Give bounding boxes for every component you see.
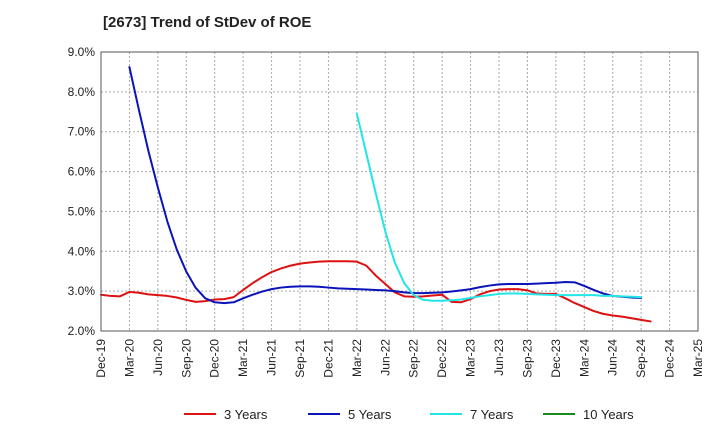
x-tick-label: Mar-23: [464, 339, 478, 377]
x-tick-label: Dec-24: [663, 339, 677, 378]
y-tick-label: 7.0%: [68, 125, 96, 139]
x-tick-label: Sep-22: [407, 339, 421, 378]
series-line-5-years: [128, 66, 643, 305]
y-tick-label: 6.0%: [68, 165, 96, 179]
legend-label-7-years: 7 Years: [470, 407, 514, 422]
x-tick-label: Mar-20: [122, 339, 136, 377]
chart-title: [2673] Trend of StDev of ROE: [103, 14, 312, 31]
y-tick-label: 9.0%: [68, 45, 96, 59]
y-tick-label: 4.0%: [68, 244, 96, 258]
x-tick-label: Dec-22: [435, 339, 449, 378]
x-tick-label: Dec-23: [549, 339, 563, 378]
plot-area: [101, 52, 698, 331]
x-tick-label: Jun-20: [151, 339, 165, 376]
y-tick-label: 2.0%: [68, 324, 96, 338]
x-tick-label: Sep-23: [520, 339, 534, 378]
y-tick-label: 5.0%: [68, 204, 96, 218]
x-tick-label: Sep-21: [293, 339, 307, 378]
x-tick-label: Mar-24: [577, 339, 591, 377]
y-tick-label: 3.0%: [68, 284, 96, 298]
legend-label-10-years: 10 Years: [583, 407, 634, 422]
legend-label-5-years: 5 Years: [348, 407, 392, 422]
legend-label-3-years: 3 Years: [224, 407, 268, 422]
x-tick-label: Mar-25: [691, 339, 705, 377]
x-tick-label: Dec-20: [208, 339, 222, 378]
x-tick-label: Jun-21: [265, 339, 279, 376]
x-tick-label: Jun-24: [606, 339, 620, 376]
x-tick-label: Mar-21: [236, 339, 250, 377]
x-tick-label: Sep-24: [634, 339, 648, 378]
x-tick-label: Sep-20: [179, 339, 193, 378]
x-tick-label: Mar-22: [350, 339, 364, 377]
x-tick-label: Jun-23: [492, 339, 506, 376]
x-tick-label: Jun-22: [378, 339, 392, 376]
x-tick-label: Dec-21: [321, 339, 335, 378]
y-tick-label: 8.0%: [68, 85, 96, 99]
x-tick-label: Dec-19: [94, 339, 108, 378]
series-line-7-years: [355, 112, 643, 302]
plot-border: [100, 51, 699, 332]
